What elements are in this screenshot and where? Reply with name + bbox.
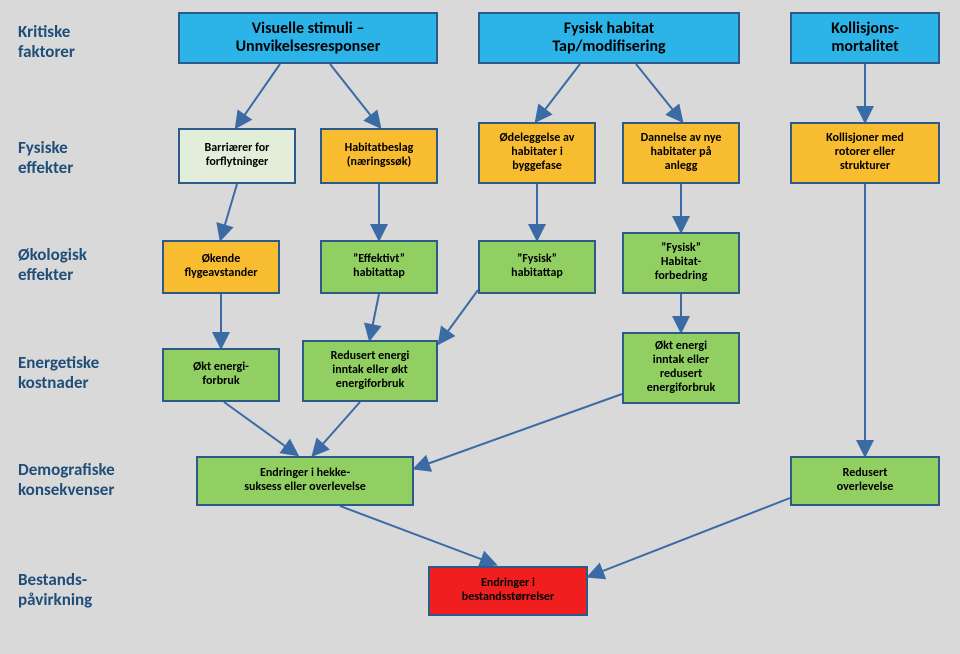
node-n12: ”Fysisk”Habitat-forbedring xyxy=(622,232,740,294)
edge-n10-n14 xyxy=(370,294,379,338)
lbl-energetiske: Energetiskekostnader xyxy=(18,353,99,394)
lbl-bestand: Bestands-påvirkning xyxy=(18,570,92,611)
lbl-okologisk: Økologiskeffekter xyxy=(18,245,87,286)
edge-n15-n16 xyxy=(416,394,622,468)
node-n4: Barriærer forforflytninger xyxy=(178,128,296,184)
lbl-demografiske: Demografiskekonsekvenser xyxy=(18,460,115,501)
edge-n4-n9 xyxy=(221,184,237,238)
edge-n1-n4 xyxy=(237,64,280,126)
node-n16: Endringer i hekke-suksess eller overleve… xyxy=(196,456,414,506)
edge-n14-n16 xyxy=(314,402,360,454)
node-n15: Økt energiinntak ellerredusertenergiforb… xyxy=(622,332,740,404)
edge-n16-n18 xyxy=(340,506,494,564)
edge-n13-n16 xyxy=(224,402,296,454)
node-n2: Fysisk habitatTap/modifisering xyxy=(478,12,740,64)
node-n5: Habitatbeslag(næringssøk) xyxy=(320,128,438,184)
lbl-kritiske: Kritiskefaktorer xyxy=(18,22,75,63)
edge-n2-n7 xyxy=(636,64,681,120)
node-n1: Visuelle stimuli –Unnvikelsesresponser xyxy=(178,12,438,64)
node-n10: ”Effektivt”habitattap xyxy=(320,240,438,294)
edge-n11-n14 xyxy=(440,290,478,342)
node-n3: Kollisjons-mortalitet xyxy=(790,12,940,64)
node-n13: Økt energi-forbruk xyxy=(162,348,280,402)
arrow-layer xyxy=(0,0,960,654)
node-n7: Dannelse av nyehabitater påanlegg xyxy=(622,122,740,184)
node-n17: Redusertoverlevelse xyxy=(790,456,940,506)
node-n6: Ødeleggelse avhabitater ibyggefase xyxy=(478,122,596,184)
edge-n1-n5 xyxy=(330,64,379,126)
node-n11: ”Fysisk”habitattap xyxy=(478,240,596,294)
lbl-fysiske: Fysiskeeffekter xyxy=(18,138,73,179)
node-n14: Redusert energiinntak eller øktenergifor… xyxy=(302,340,438,402)
edge-n2-n6 xyxy=(537,64,580,120)
edge-n17-n18 xyxy=(590,498,790,576)
node-n9: Økendeflygeavstander xyxy=(162,240,280,294)
node-n8: Kollisjoner medrotorer ellerstrukturer xyxy=(790,122,940,184)
node-n18: Endringer ibestandsstørrelser xyxy=(428,566,588,616)
